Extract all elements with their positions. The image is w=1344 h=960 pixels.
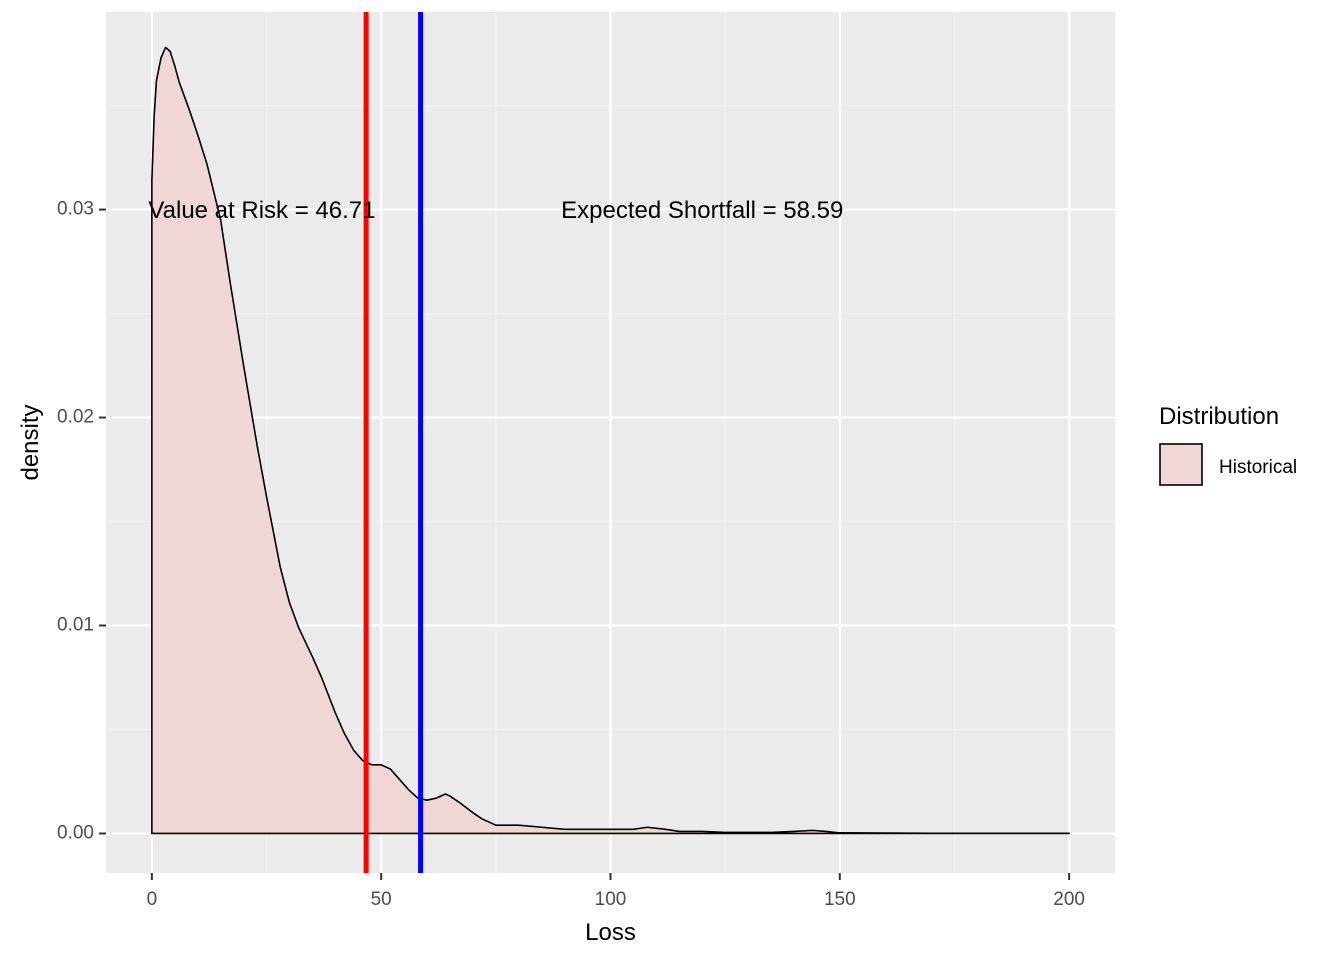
y-tick-label: 0.00 — [57, 823, 94, 844]
legend-key-historical — [1159, 443, 1203, 486]
x-tick-label: 50 — [371, 889, 392, 910]
y-axis-title: density — [17, 404, 44, 480]
x-tick-label: 0 — [147, 889, 158, 910]
y-tick-label: 0.03 — [57, 199, 94, 220]
x-tick-label: 100 — [595, 889, 627, 910]
legend-label-historical: Historical — [1219, 457, 1297, 478]
x-axis-ticks: 0 50 100 150 200 — [147, 873, 1085, 910]
y-axis-ticks: 0.00 0.01 0.02 0.03 — [57, 199, 106, 844]
y-tick-label: 0.01 — [57, 615, 94, 636]
x-axis-title: Loss — [585, 919, 636, 946]
annotation-label: Expected Shortfall = 58.59 — [561, 197, 843, 224]
legend-title: Distribution — [1159, 403, 1279, 430]
annotation-label: Value at Risk = 46.71 — [148, 197, 375, 224]
y-tick-label: 0.02 — [57, 407, 94, 428]
x-tick-label: 150 — [824, 889, 856, 910]
annotations: Value at Risk = 46.71 Expected Shortfall … — [148, 197, 843, 224]
x-tick-label: 200 — [1053, 889, 1085, 910]
reference-lines — [363, 12, 424, 873]
legend: Distribution Historical — [1159, 403, 1297, 486]
